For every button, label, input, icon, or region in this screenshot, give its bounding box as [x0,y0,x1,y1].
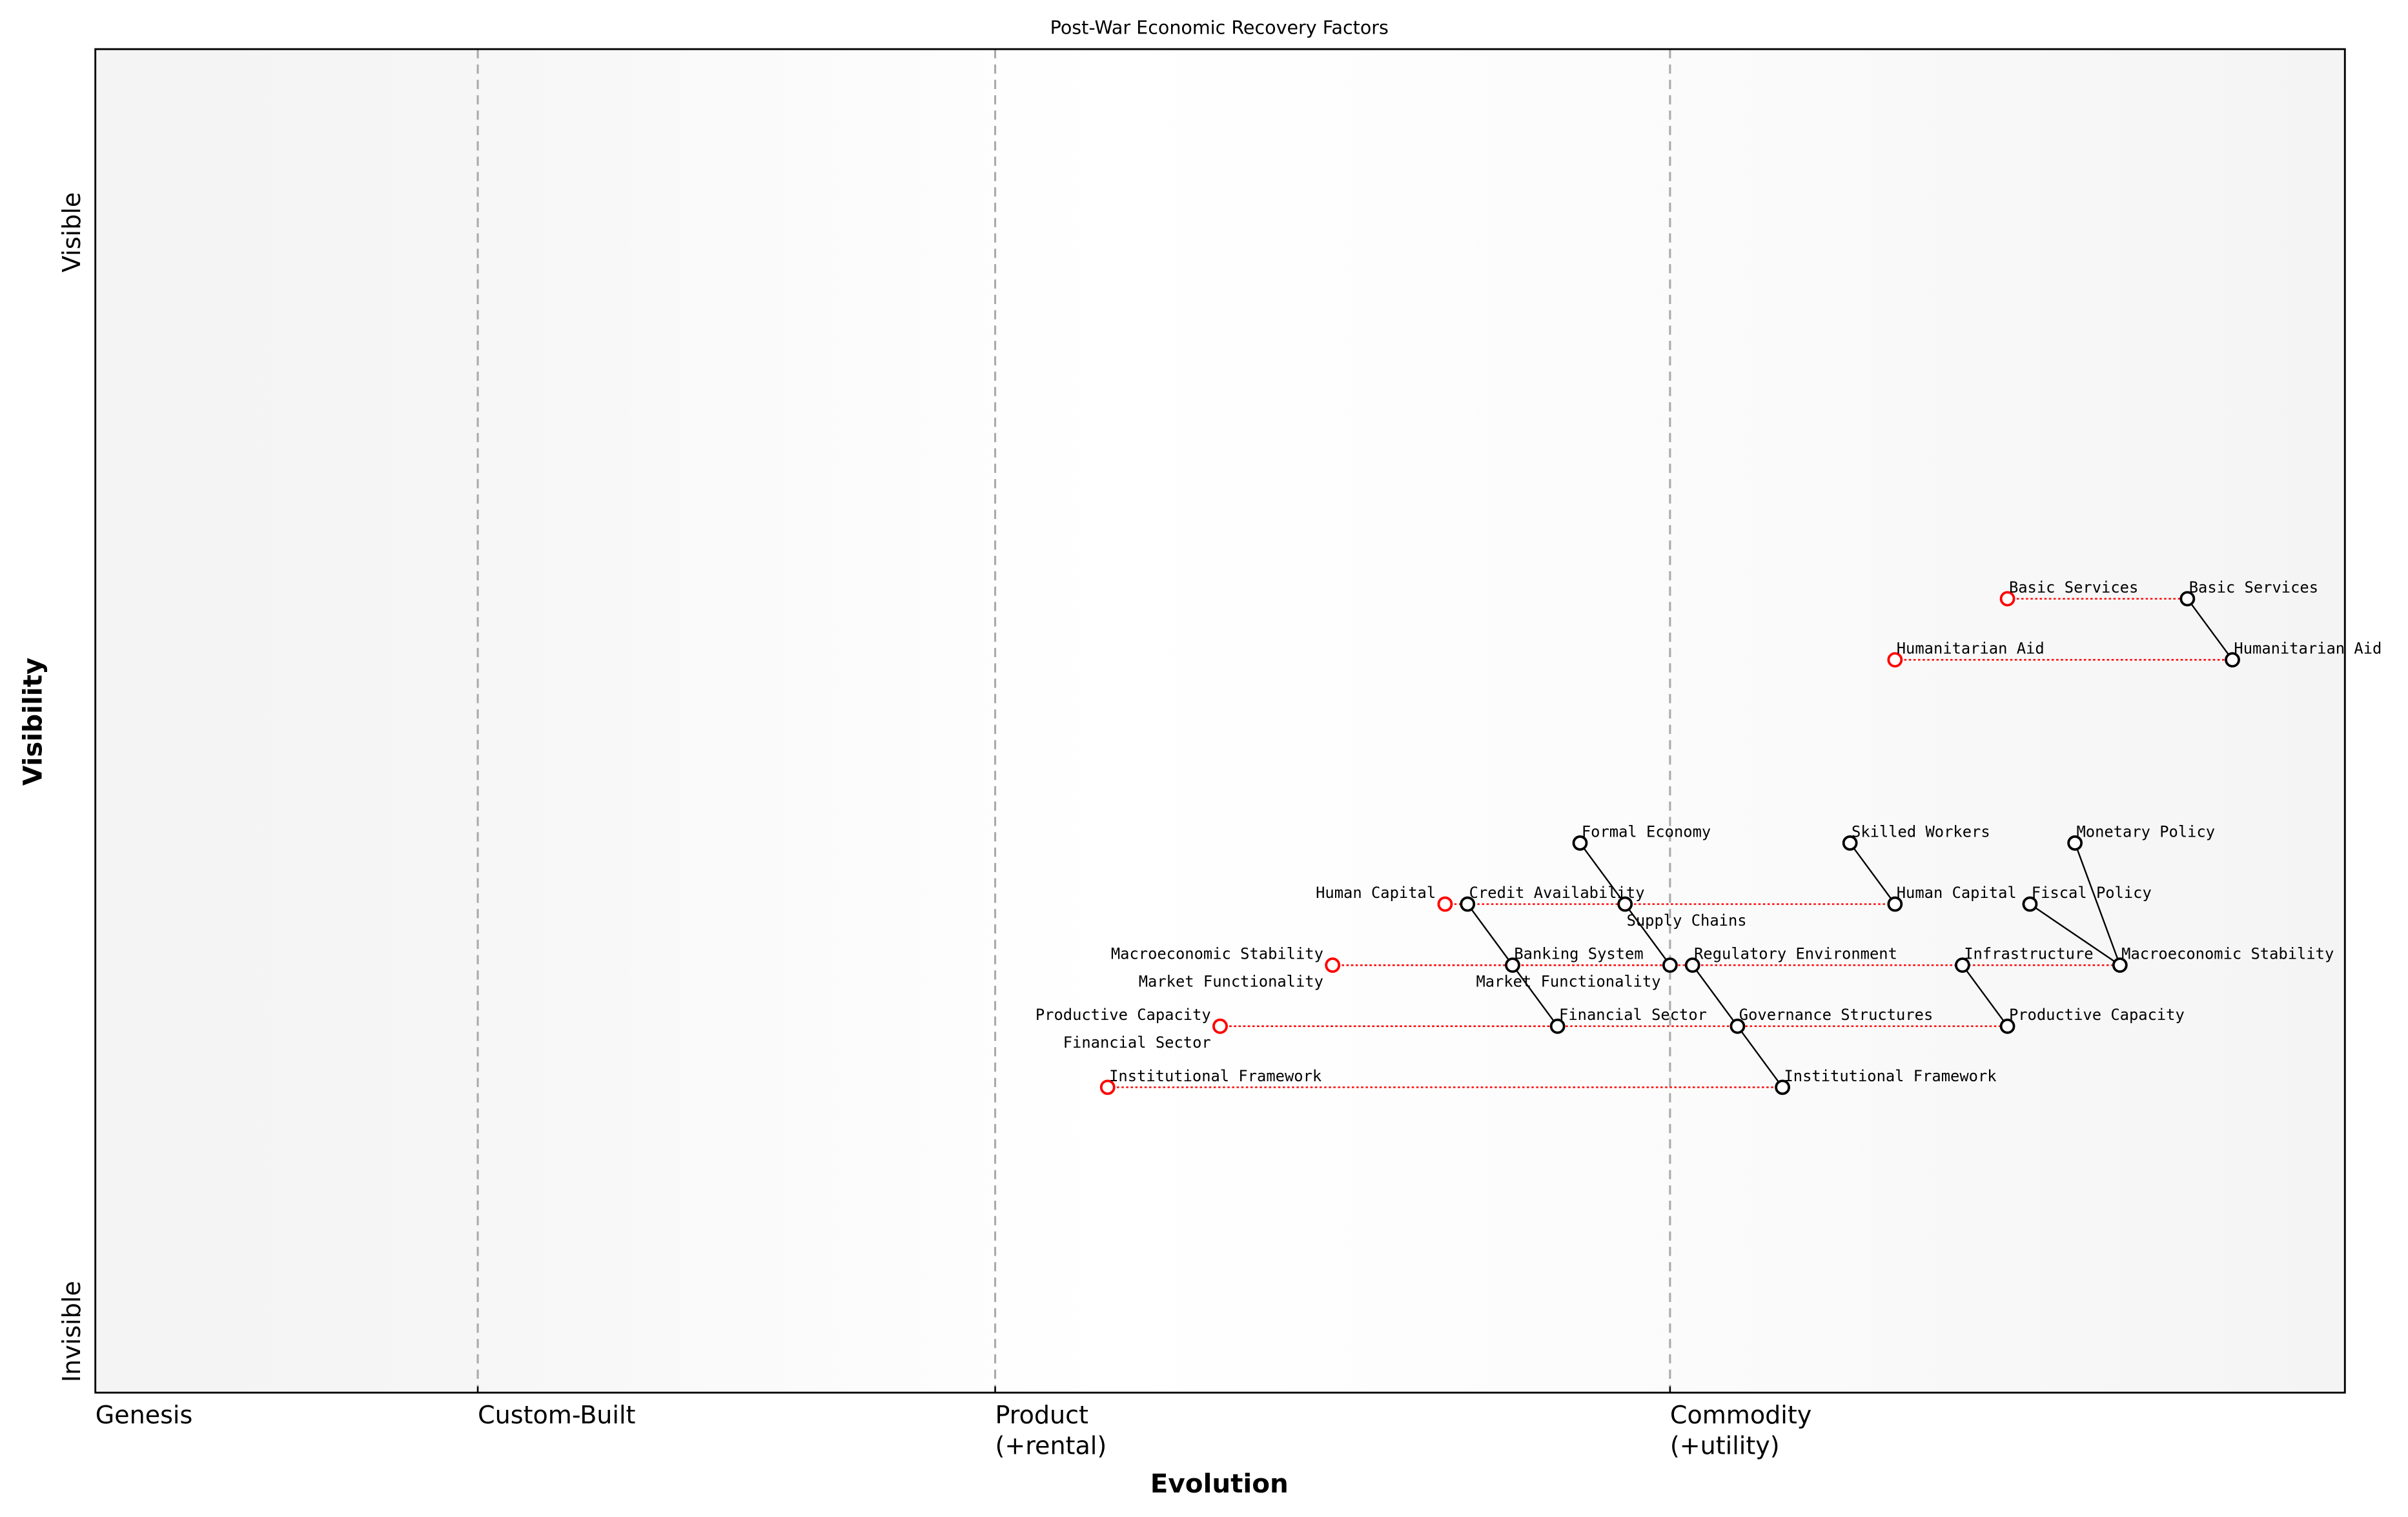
label-credit-availability: Credit Availability [1469,884,1645,902]
point-productive-capacity[interactable] [1999,1018,2015,1034]
point-banking-system[interactable] [1505,957,1520,973]
point-infrastructure[interactable] [1954,957,1970,973]
label-supply-chains: Supply Chains [1627,911,1747,930]
plot-background [95,49,2345,1393]
label-regulatory-environment: Regulatory Environment [1694,945,1897,963]
point-market-functionality[interactable] [1662,957,1678,973]
point-fiscal-policy[interactable] [2022,896,2038,912]
label-monetary-policy: Monetary Policy [2076,822,2215,840]
point-regulatory-environment[interactable] [1684,957,1700,973]
link-fiscal-policy-to-macroeconomic-stability [2029,903,2121,966]
link-supply-chains-to-market-functionality [1624,903,1671,966]
x-tick-label-genesis: Genesis [96,1401,193,1429]
point-skilled-workers[interactable] [1842,835,1858,851]
x-tick-label-product-rental: Product (+rental) [995,1401,1107,1460]
link-skilled-workers-to-human-capital [1849,842,1896,905]
x-tick-label-custom-built: Custom-Built [478,1401,635,1429]
past-label-human-capital: Human Capital [1316,884,1436,902]
label-basic-services: Basic Services [2189,578,2318,596]
label-productive-capacity: Productive Capacity [2009,1006,2185,1024]
y-axis-title: Visibility [17,658,48,786]
label-infrastructure: Infrastructure [1964,945,2093,963]
point-monetary-policy[interactable] [2067,835,2083,851]
label-market-functionality: Market Functionality [1476,972,1660,990]
past-label-macroeconomic-stability: Macroeconomic Stability [1111,945,1323,963]
point-credit-availability[interactable] [1460,896,1476,912]
chart-title: Post-War Economic Recovery Factors [1050,17,1389,38]
past-label-financial-sector: Financial Sector [1063,1033,1211,1052]
past-point-human-capital[interactable] [1437,896,1453,912]
past-point-humanitarian-aid[interactable] [1887,652,1903,668]
link-basic-services-to-humanitarian-aid [2187,598,2233,660]
point-basic-services[interactable] [2179,591,2196,607]
link-monetary-policy-to-macroeconomic-stability [2074,842,2121,966]
point-macroeconomic-stability[interactable] [2112,957,2128,973]
label-human-capital: Human Capital [1897,884,2017,902]
point-human-capital[interactable] [1887,896,1903,912]
link-governance-structures-to-institutional-framework [1737,1026,1784,1088]
link-banking-system-to-financial-sector [1512,964,1558,1027]
past-label-market-functionality: Market Functionality [1139,972,1323,990]
past-point-market-functionality[interactable] [1325,957,1341,973]
point-governance-structures[interactable] [1729,1018,1746,1034]
link-formal-economy-to-supply-chains [1579,842,1626,905]
y-tick-label-invisible: Invisible [57,1281,86,1382]
past-label-basic-services: Basic Services [2009,578,2138,596]
label-formal-economy: Formal Economy [1582,822,1711,840]
label-skilled-workers: Skilled Workers [1852,822,1990,840]
label-institutional-framework: Institutional Framework [1784,1067,1996,1085]
link-credit-availability-to-banking-system [1467,903,1513,966]
label-macroeconomic-stability: Macroeconomic Stability [2121,945,2334,963]
point-humanitarian-aid[interactable] [2225,652,2240,668]
point-supply-chains[interactable] [1617,896,1633,912]
past-label-productive-capacity: Productive Capacity [1036,1006,1211,1024]
point-financial-sector[interactable] [1549,1018,1566,1034]
label-humanitarian-aid: Humanitarian Aid [2234,640,2382,658]
plot-frame [94,48,2346,1394]
past-label-humanitarian-aid: Humanitarian Aid [1897,640,2045,658]
past-label-institutional-framework: Institutional Framework [1109,1067,1321,1085]
past-point-basic-services[interactable] [1999,591,2015,607]
label-governance-structures: Governance Structures [1739,1006,1933,1024]
y-tick-label-visible: Visible [57,192,86,272]
link-infrastructure-to-productive-capacity [1961,964,2008,1027]
past-point-financial-sector[interactable] [1212,1018,1228,1034]
past-point-institutional-framework[interactable] [1099,1079,1116,1095]
point-formal-economy[interactable] [1572,835,1588,851]
label-fiscal-policy: Fiscal Policy [2032,884,2152,902]
link-regulatory-environment-to-governance-structures [1691,964,1739,1027]
label-financial-sector: Financial Sector [1559,1006,1707,1024]
point-institutional-framework[interactable] [1775,1079,1791,1095]
label-banking-system: Banking System [1514,945,1643,963]
x-axis-title: Evolution [1150,1468,1289,1499]
x-tick-label-commodity-utility: Commodity (+utility) [1670,1401,1811,1460]
